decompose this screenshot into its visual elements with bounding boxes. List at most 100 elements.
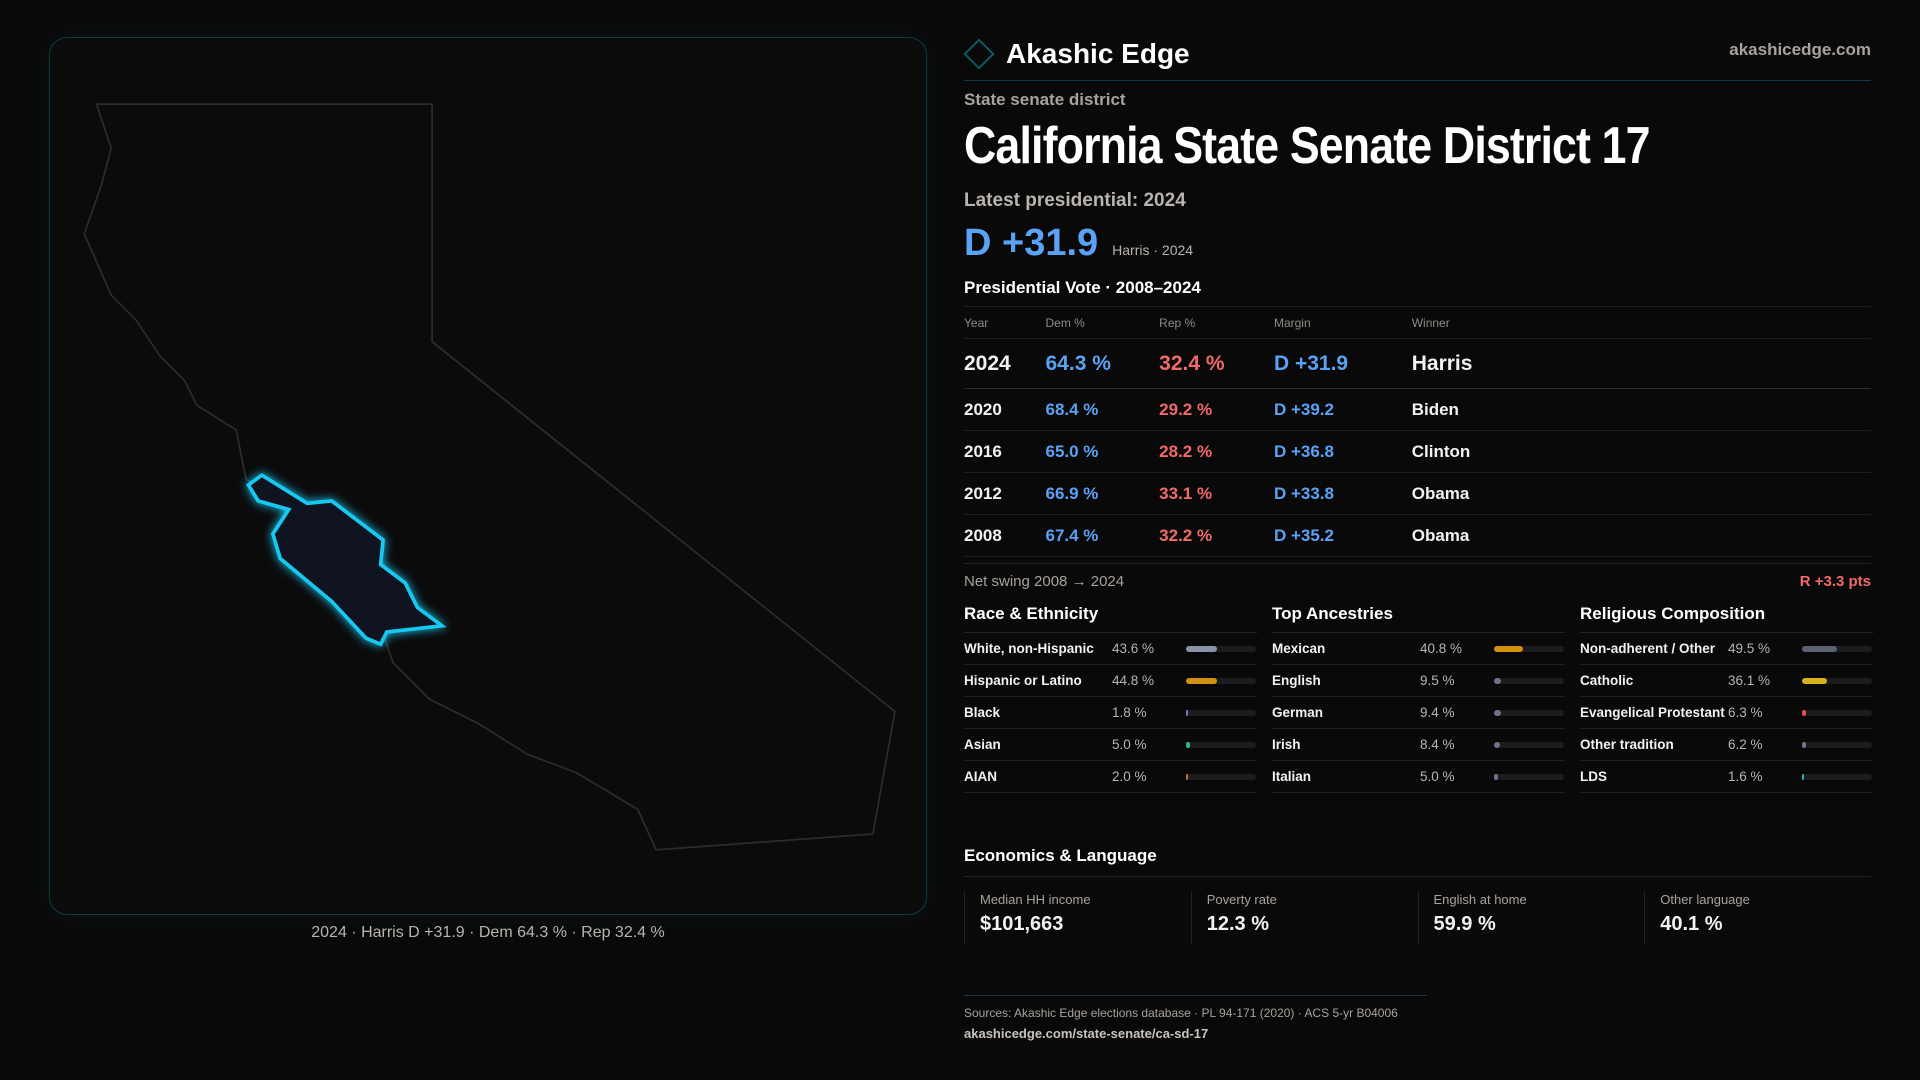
bar-track (1494, 709, 1564, 716)
list-item: German 9.4 % (1272, 697, 1565, 729)
footer-divider (964, 995, 1427, 996)
column-header: Margin (1273, 306, 1412, 339)
item-label: AIAN (964, 769, 997, 784)
stat-label: Other language (1660, 892, 1750, 907)
item-label: Asian (964, 737, 1001, 752)
net-swing-label: Net swing 2008 → 2024 (964, 573, 1125, 590)
headline-margin-row: D +31.9 Harris · 2024 (964, 222, 1193, 265)
item-value: 6.3 % (1728, 705, 1763, 720)
item-value: 9.4 % (1420, 705, 1455, 720)
list-item: White, non-Hispanic 43.6 % (964, 633, 1257, 665)
section-ancestry: Top Ancestries Mexican 40.8 % English 9.5 % G… (1272, 604, 1565, 793)
list-item: AIAN 2.0 % (964, 761, 1257, 793)
section-title: Religious Composition (1580, 604, 1873, 633)
cell-year: 2020 (964, 388, 1046, 431)
california-outline (83, 103, 896, 851)
stat-value: $101,663 (980, 913, 1064, 935)
list-item: English 9.5 % (1272, 665, 1565, 697)
list-item: Mexican 40.8 % (1272, 633, 1565, 665)
brand-logo[interactable]: Akashic Edge (963, 38, 1190, 70)
item-label: Italian (1272, 769, 1312, 784)
bar-track (1494, 677, 1564, 684)
cell-year: 2012 (964, 472, 1046, 515)
item-label: Catholic (1580, 673, 1634, 688)
district-map[interactable] (49, 37, 927, 915)
site-link[interactable]: akashicedge.com (1729, 40, 1871, 59)
district-type: State senate district (964, 90, 1126, 109)
district-17-shape[interactable] (245, 472, 447, 647)
economics-cards: Median HH income $101,663 Poverty rate 12.3… (964, 892, 1871, 944)
stat-label: English at home (1433, 892, 1527, 907)
list-item: Evangelical Protestant 6.3 % (1580, 697, 1873, 729)
item-label: German (1272, 705, 1324, 720)
cell-rep-pct: 32.2 % (1159, 514, 1274, 557)
bar-track (1802, 741, 1872, 748)
item-label: Irish (1272, 737, 1301, 752)
item-label: Non-adherent / Other (1580, 641, 1716, 656)
cell-margin: D +36.8 (1273, 430, 1412, 473)
column-header: Dem % (1045, 306, 1160, 339)
item-value: 5.0 % (1420, 769, 1455, 784)
stat-card: Poverty rate 12.3 % (1190, 892, 1418, 944)
cell-dem-pct: 68.4 % (1045, 388, 1160, 431)
headline-margin: D +31.9 (964, 222, 1099, 264)
table-row: 2020 68.4 % 29.2 % D +39.2 Biden (964, 388, 1871, 431)
cell-year: 2024 (964, 338, 1046, 389)
bar-track (1802, 645, 1872, 652)
page-title: California State Senate District 17 (964, 117, 1651, 175)
bar-fill (1494, 677, 1501, 684)
cell-margin: D +35.2 (1273, 514, 1412, 557)
bar-fill (1802, 645, 1837, 652)
bar-track (1494, 773, 1564, 780)
bar-fill (1186, 645, 1217, 652)
list-item: Non-adherent / Other 49.5 % (1580, 633, 1873, 665)
table-row: 2024 64.3 % 32.4 % D +31.9 Harris (964, 338, 1871, 389)
list-item: Italian 5.0 % (1272, 761, 1565, 793)
economics-divider (964, 876, 1871, 877)
section-religion: Religious Composition Non-adherent / Othe… (1580, 604, 1873, 793)
bar-track (1802, 773, 1872, 780)
bar-track (1494, 741, 1564, 748)
table-row: 2008 67.4 % 32.2 % D +35.2 Obama (964, 514, 1871, 557)
item-value: 1.6 % (1728, 769, 1763, 784)
stat-label: Median HH income (980, 892, 1091, 907)
cell-year: 2016 (964, 430, 1046, 473)
cell-dem-pct: 67.4 % (1045, 514, 1160, 557)
bar-fill (1494, 773, 1498, 780)
section-title: Race & Ethnicity (964, 604, 1257, 633)
item-value: 40.8 % (1420, 641, 1463, 656)
bar-track (1186, 677, 1256, 684)
diamond-logo-icon (963, 38, 995, 70)
list-item: Other tradition 6.2 % (1580, 729, 1873, 761)
page-url[interactable]: akashicedge.com/state-senate/ca-sd-17 (964, 1026, 1209, 1041)
bar-fill (1186, 677, 1218, 684)
bar-fill (1494, 741, 1500, 748)
stat-label: Poverty rate (1206, 892, 1277, 907)
item-value: 2.0 % (1112, 769, 1147, 784)
cell-dem-pct: 65.0 % (1045, 430, 1160, 473)
stat-card: Other language 40.1 % (1644, 892, 1871, 944)
item-value: 1.8 % (1112, 705, 1147, 720)
item-label: Mexican (1272, 641, 1326, 656)
item-label: LDS (1580, 769, 1607, 784)
item-label: English (1272, 673, 1321, 688)
net-swing-value: R +3.3 pts (1799, 573, 1871, 590)
latest-presidential: Latest presidential: 2024 (964, 190, 1186, 211)
cell-rep-pct: 32.4 % (1159, 338, 1274, 389)
stat-value: 40.1 % (1660, 913, 1723, 935)
bar-fill (1186, 741, 1190, 748)
cell-rep-pct: 28.2 % (1159, 430, 1274, 473)
item-value: 36.1 % (1728, 673, 1771, 688)
bar-fill (1186, 773, 1188, 780)
bar-fill (1802, 677, 1828, 684)
table-row: 2012 66.9 % 33.1 % D +33.8 Obama (964, 472, 1871, 515)
item-value: 49.5 % (1728, 641, 1771, 656)
column-header: Rep % (1159, 306, 1274, 339)
stat-card: Median HH income $101,663 (964, 892, 1191, 944)
list-item: Irish 8.4 % (1272, 729, 1565, 761)
cell-winner: Harris (1411, 338, 1871, 389)
brand-name: Akashic Edge (1006, 38, 1190, 69)
cell-dem-pct: 64.3 % (1045, 338, 1160, 389)
headline-margin-sub: Harris · 2024 (1112, 242, 1194, 258)
bar-fill (1494, 709, 1501, 716)
